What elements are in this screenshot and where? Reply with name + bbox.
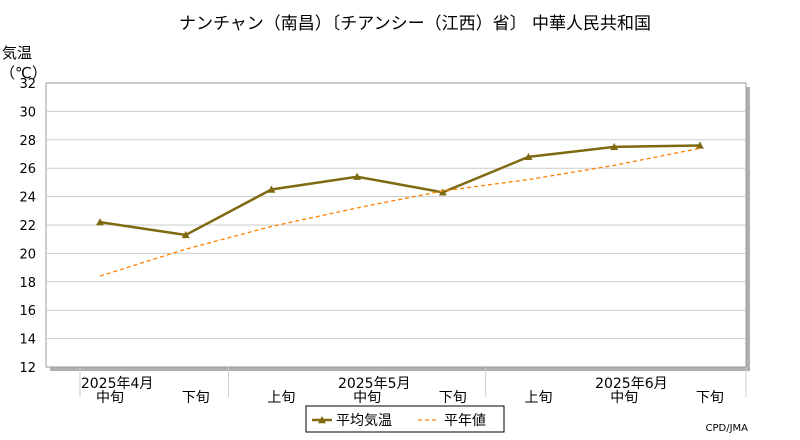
y-tick-label: 30 bbox=[19, 105, 36, 120]
y-tick-label: 32 bbox=[19, 77, 36, 92]
credit: CPD/JMA bbox=[706, 423, 749, 434]
data-point bbox=[610, 142, 619, 151]
series-line-1 bbox=[99, 147, 701, 277]
y-tick-label: 20 bbox=[19, 247, 36, 262]
series-layer bbox=[96, 141, 704, 277]
y-axis-label-line2: （℃） bbox=[0, 64, 47, 82]
y-tick-label: 28 bbox=[19, 134, 36, 149]
x-tick-label: 上旬 bbox=[525, 390, 553, 406]
legend-marker-avg bbox=[318, 416, 326, 424]
x-month-label: 2025年5月 bbox=[338, 376, 411, 392]
x-tick-label: 下旬 bbox=[696, 390, 724, 406]
y-tick-label: 22 bbox=[19, 219, 36, 234]
x-month-label: 2025年4月 bbox=[81, 376, 154, 392]
y-axis-ticks: 12 14 16 18 20 22 24 26 28 30 32 bbox=[19, 77, 36, 376]
y-axis-label-line1: 気温 bbox=[2, 44, 32, 62]
legend-label-avg: 平均気温 bbox=[336, 413, 392, 429]
data-point bbox=[353, 172, 362, 180]
data-point bbox=[695, 141, 704, 149]
x-axis: 中旬 下旬 上旬 中旬 下旬 上旬 中旬 下旬 2025年4月 2025年5月 2025年6月 bbox=[79, 367, 747, 406]
data-point bbox=[181, 230, 190, 239]
x-tick-label: 中旬 bbox=[353, 390, 381, 406]
data-point bbox=[524, 152, 533, 161]
grid-lines bbox=[46, 110, 746, 340]
y-tick-label: 16 bbox=[19, 304, 36, 319]
data-point bbox=[438, 188, 447, 196]
x-tick-label: 下旬 bbox=[182, 390, 210, 406]
x-tick-label: 中旬 bbox=[96, 390, 124, 406]
data-point bbox=[96, 218, 104, 226]
legend: 平均気温 平年値 bbox=[305, 405, 505, 433]
x-tick-label: 中旬 bbox=[610, 390, 638, 406]
data-point bbox=[267, 185, 276, 193]
y-tick-label: 26 bbox=[19, 162, 36, 177]
series-line-0 bbox=[99, 144, 700, 237]
legend-label-normal: 平年値 bbox=[444, 413, 486, 429]
y-tick-label: 24 bbox=[19, 191, 36, 206]
legend-box bbox=[305, 405, 505, 433]
x-month-label: 2025年6月 bbox=[595, 376, 668, 392]
y-tick-label: 18 bbox=[19, 276, 36, 291]
y-tick-label: 12 bbox=[19, 361, 36, 376]
y-tick-label: 14 bbox=[19, 333, 36, 348]
x-tick-label: 上旬 bbox=[267, 390, 295, 406]
x-tick-label: 下旬 bbox=[439, 390, 467, 406]
chart-title: ナンチャン（南昌）〔チアンシー（江西）省〕 中華人民共和国 bbox=[179, 14, 651, 34]
